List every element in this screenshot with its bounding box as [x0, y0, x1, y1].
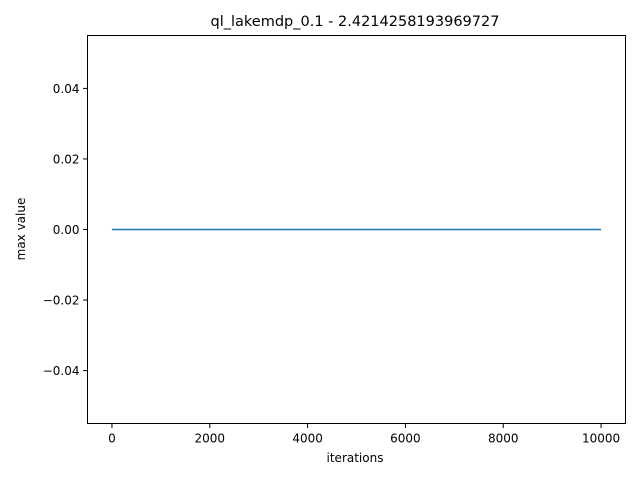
y-tick-label: 0.00 — [53, 223, 80, 237]
x-tick-label: 0 — [108, 432, 116, 446]
x-tick-label: 10000 — [582, 432, 620, 446]
x-axis-label: iterations — [327, 451, 384, 465]
y-tick-label: −0.02 — [43, 294, 80, 308]
y-tick-label: 0.02 — [53, 152, 80, 166]
y-axis: −0.04 −0.02 0.00 0.02 0.04 — [43, 82, 88, 378]
x-tick-label: 8000 — [488, 432, 519, 446]
x-axis: 0 2000 4000 6000 8000 10000 — [108, 423, 620, 446]
y-tick-label: −0.04 — [43, 364, 80, 378]
y-axis-label: max value — [14, 198, 28, 261]
chart-title: ql_lakemdp_0.1 - 2.4214258193969727 — [211, 14, 500, 30]
x-tick-label: 4000 — [292, 432, 323, 446]
x-tick-label: 2000 — [194, 432, 225, 446]
y-tick-label: 0.04 — [53, 82, 80, 96]
axes-frame — [87, 35, 626, 424]
x-tick-label: 6000 — [390, 432, 421, 446]
